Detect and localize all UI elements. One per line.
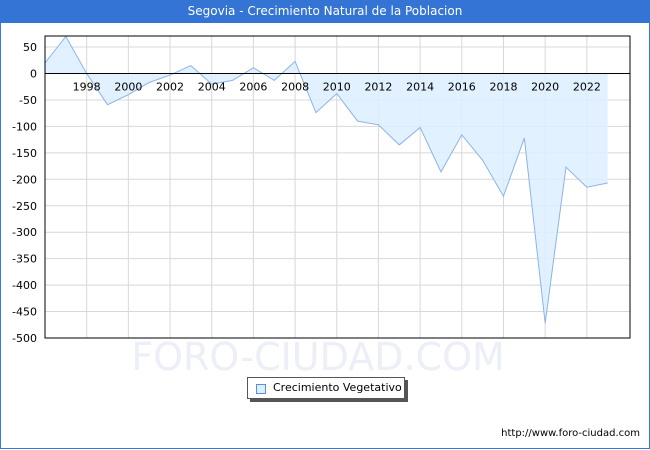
chart-title: Segovia - Crecimiento Natural de la Pobl… [0, 0, 650, 23]
legend-swatch-icon [256, 384, 266, 394]
legend-label: Crecimiento Vegetativo [273, 381, 402, 394]
svg-text:-200: -200 [12, 173, 37, 186]
svg-text:-450: -450 [12, 306, 37, 319]
y-axis-ticks: 50 0 -50 -100 -150 -200 -250 -300 -350 -400 -450 -5… [12, 41, 37, 345]
svg-text:1998: 1998 [73, 81, 101, 94]
svg-text:-400: -400 [12, 279, 37, 292]
svg-text:2000: 2000 [114, 81, 142, 94]
area-chart: FORO-CIUDAD.COM 50 0 -50 -100 -150 -200 -250 -3… [12, 35, 631, 379]
axes [44, 35, 631, 339]
svg-text:-150: -150 [12, 147, 37, 160]
svg-text:-50: -50 [19, 94, 37, 107]
svg-text:0: 0 [30, 68, 37, 81]
svg-text:2010: 2010 [323, 81, 351, 94]
svg-text:2020: 2020 [531, 81, 559, 94]
svg-text:2012: 2012 [364, 81, 392, 94]
source-link[interactable]: http://www.foro-ciudad.com [501, 428, 640, 439]
svg-text:-300: -300 [12, 226, 37, 239]
svg-text:2014: 2014 [406, 81, 434, 94]
svg-text:-250: -250 [12, 200, 37, 213]
svg-text:2004: 2004 [198, 81, 226, 94]
svg-text:2016: 2016 [448, 81, 476, 94]
svg-text:-500: -500 [12, 332, 37, 345]
svg-text:-350: -350 [12, 253, 37, 266]
svg-text:2006: 2006 [239, 81, 267, 94]
svg-text:2018: 2018 [489, 81, 517, 94]
svg-text:2008: 2008 [281, 81, 309, 94]
watermark: FORO-CIUDAD.COM [131, 335, 505, 379]
svg-text:2002: 2002 [156, 81, 184, 94]
svg-text:2022: 2022 [573, 81, 601, 94]
data-area [44, 35, 608, 324]
legend: Crecimiento Vegetativo [247, 377, 405, 399]
svg-text:-100: -100 [12, 120, 37, 133]
svg-text:50: 50 [23, 41, 37, 54]
x-axis-ticks: 1998 2000 2002 2004 2006 2008 2010 2012 2014 2016… [73, 81, 601, 94]
